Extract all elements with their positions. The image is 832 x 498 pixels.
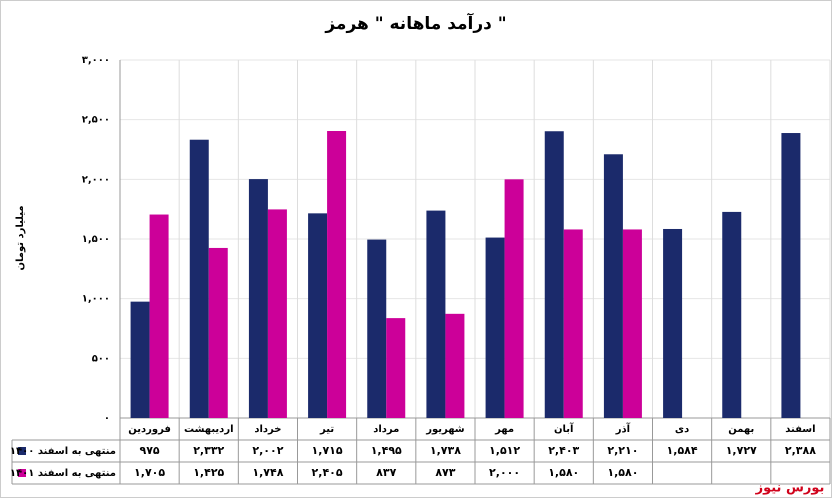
table-value: ۲,۲۱۰ <box>607 444 638 457</box>
x-tick-label: دی <box>675 424 689 435</box>
x-tick-label: تیر <box>319 424 334 435</box>
table-value: ۱,۵۸۰ <box>607 466 638 479</box>
x-tick-label: اردیبهشت <box>184 424 234 435</box>
bar <box>426 210 446 418</box>
x-tick-label: آبان <box>554 422 574 435</box>
table-value: ۱,۴۹۵ <box>371 444 402 457</box>
y-tick-label: ۳,۰۰۰ <box>82 55 110 66</box>
table-value: ۲,۳۳۲ <box>193 444 224 457</box>
y-tick-label: ۲,۵۰۰ <box>82 115 110 126</box>
bar <box>445 313 465 418</box>
table-value: ۱,۷۳۸ <box>430 444 461 457</box>
table-value: ۱,۵۸۴ <box>667 444 698 457</box>
table-value: ۲,۴۰۳ <box>548 444 579 457</box>
x-tick-label: فروردین <box>128 424 171 435</box>
table-value: ۱,۵۸۰ <box>548 466 579 479</box>
table-value: ۱,۷۴۸ <box>252 466 283 479</box>
bar <box>149 214 169 418</box>
legend-label: منتهی به اسفند ۱۴۰۱ <box>10 468 116 479</box>
y-tick-label: ۱,۰۰۰ <box>82 294 110 305</box>
x-tick-label: شهریور <box>425 424 465 435</box>
x-tick-label: مهر <box>494 424 514 435</box>
watermark: بورس نیوز <box>755 481 825 496</box>
bar <box>327 131 347 418</box>
bar <box>663 228 683 418</box>
bar <box>504 179 524 418</box>
chart-title: درآمد ماهانه " هرمز " <box>324 12 506 34</box>
table-value: ۱,۷۰۵ <box>134 466 165 479</box>
table-value: ۱,۷۱۵ <box>312 444 343 457</box>
x-tick-label: مرداد <box>373 424 399 435</box>
bar <box>622 229 642 418</box>
table-value: ۲,۴۰۵ <box>312 466 343 479</box>
table-value: ۸۷۳ <box>435 466 455 479</box>
bar <box>267 209 287 418</box>
table-value: ۱,۵۱۲ <box>489 444 520 457</box>
legend-swatch <box>18 447 26 455</box>
bar <box>367 239 387 418</box>
table-value: ۹۷۵ <box>140 444 160 457</box>
bar <box>603 154 623 419</box>
y-tick-label: ۱,۵۰۰ <box>82 234 110 245</box>
y-tick-label: ۰ <box>104 413 110 424</box>
bar <box>563 229 583 418</box>
y-tick-label: ۵۰۰ <box>92 353 110 364</box>
table-value: ۲,۰۰۰ <box>489 466 520 479</box>
table-value: ۱,۷۲۷ <box>726 444 757 457</box>
bar <box>544 131 564 418</box>
y-axis-label: میلیارد تومان <box>15 205 26 270</box>
bar <box>308 213 328 418</box>
x-tick-label: خرداد <box>254 424 281 435</box>
x-tick-label: بهمن <box>728 424 754 435</box>
x-tick-label: اسفند <box>785 424 815 435</box>
bar <box>781 133 801 419</box>
table-value: ۱,۴۲۵ <box>193 466 224 479</box>
bar <box>248 179 268 418</box>
bar <box>485 237 505 418</box>
table-value: ۸۳۷ <box>376 466 396 479</box>
bar <box>130 301 150 418</box>
y-tick-label: ۲,۰۰۰ <box>82 174 110 185</box>
bar <box>722 211 742 418</box>
bar <box>386 318 406 418</box>
x-tick-label: آذر <box>615 422 631 435</box>
table-value: ۲,۰۰۲ <box>252 444 283 457</box>
legend-swatch <box>18 469 26 477</box>
table-value: ۲,۳۸۸ <box>785 444 816 457</box>
bar <box>208 247 228 418</box>
bar <box>189 139 209 418</box>
legend-label: منتهی به اسفند ۱۴۰۰ <box>10 446 116 457</box>
